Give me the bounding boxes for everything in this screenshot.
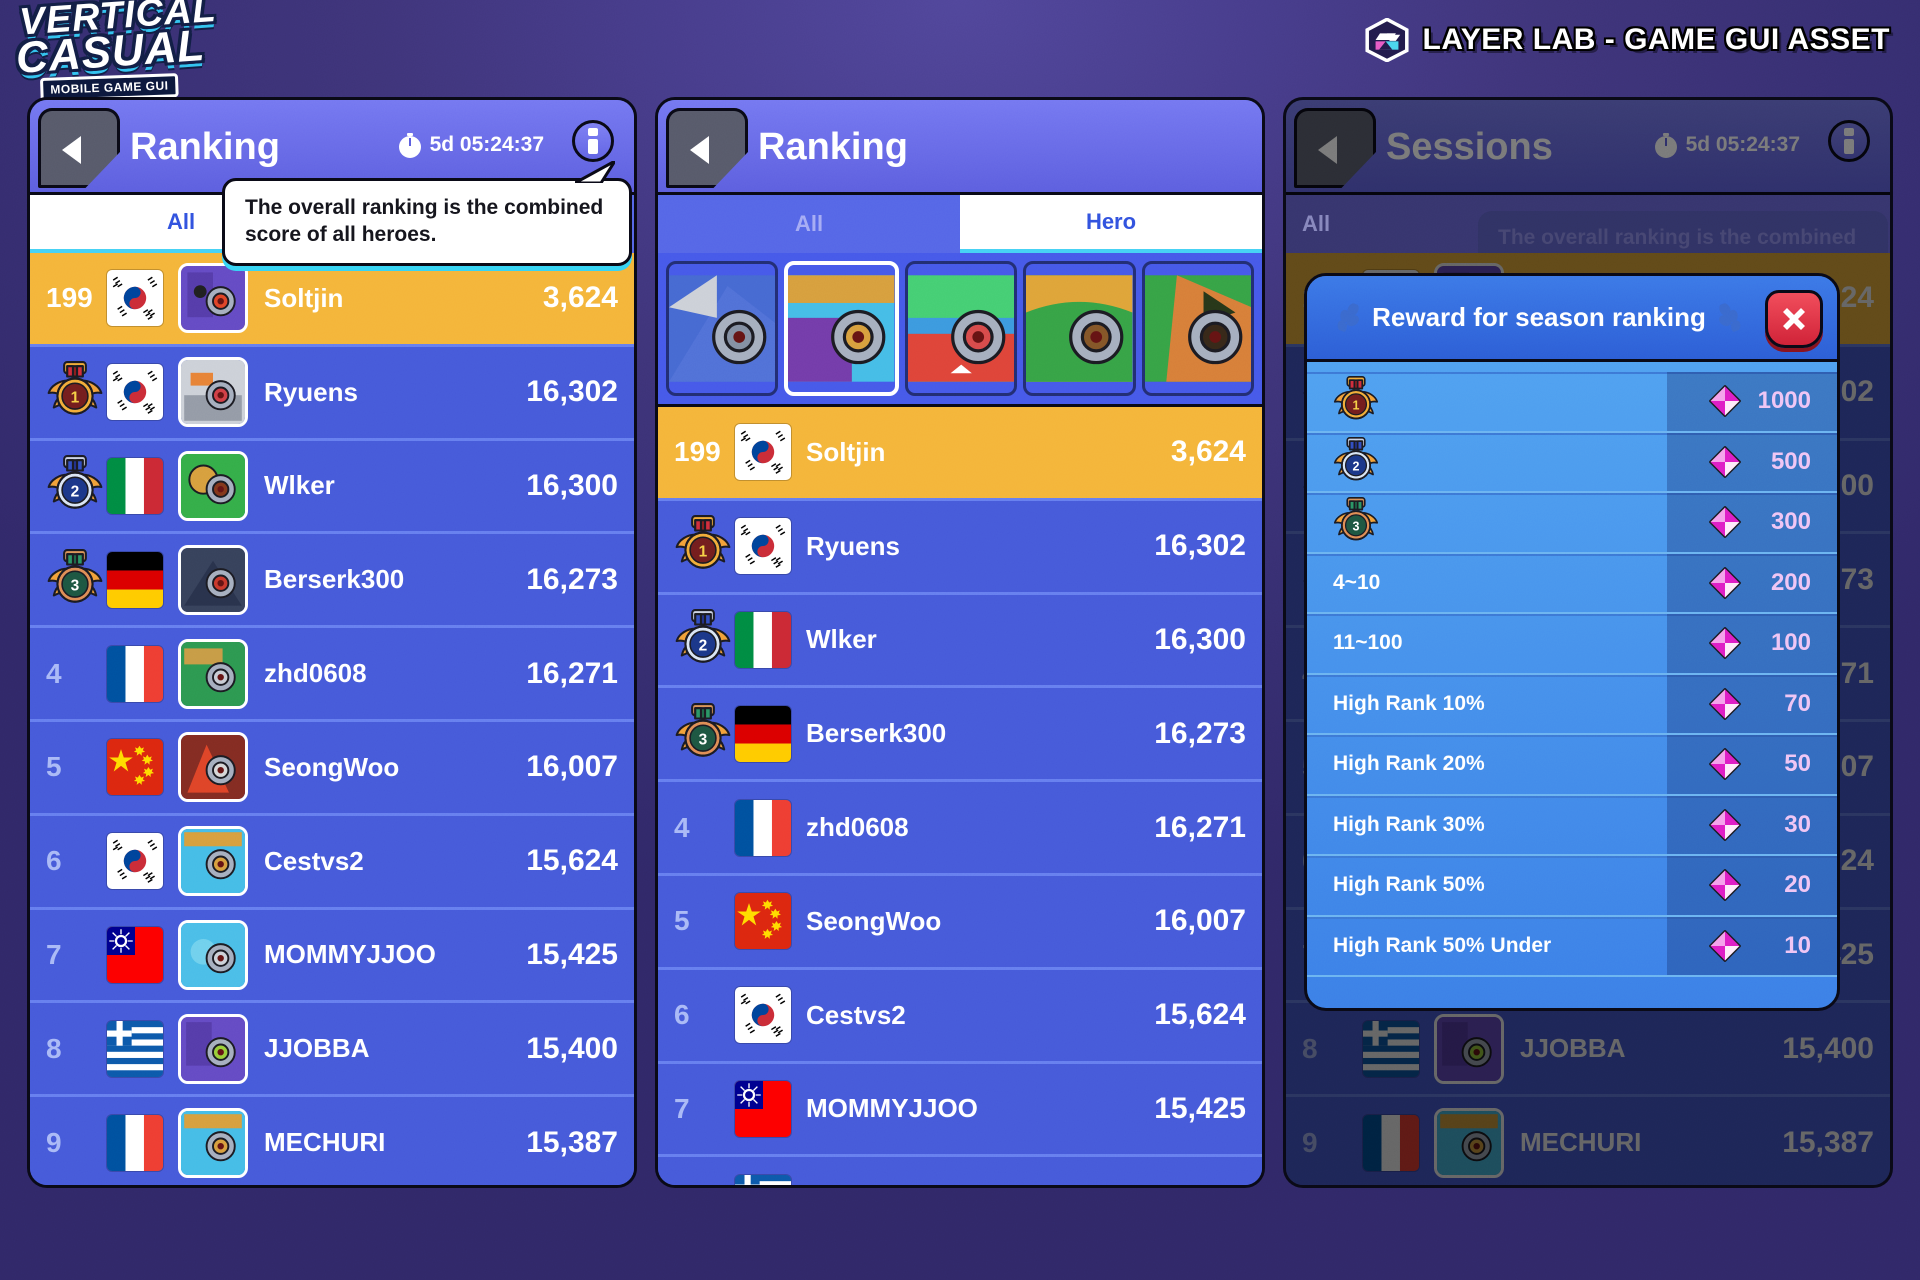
svg-text:2: 2 xyxy=(1353,459,1360,473)
svg-text:3: 3 xyxy=(1353,520,1360,534)
svg-text:3: 3 xyxy=(699,731,708,748)
svg-text:2: 2 xyxy=(71,483,80,500)
svg-text:2: 2 xyxy=(699,637,708,654)
svg-text:1: 1 xyxy=(699,544,708,561)
svg-text:1: 1 xyxy=(1353,399,1360,413)
svg-text:3: 3 xyxy=(71,577,80,594)
svg-text:1: 1 xyxy=(71,390,80,407)
